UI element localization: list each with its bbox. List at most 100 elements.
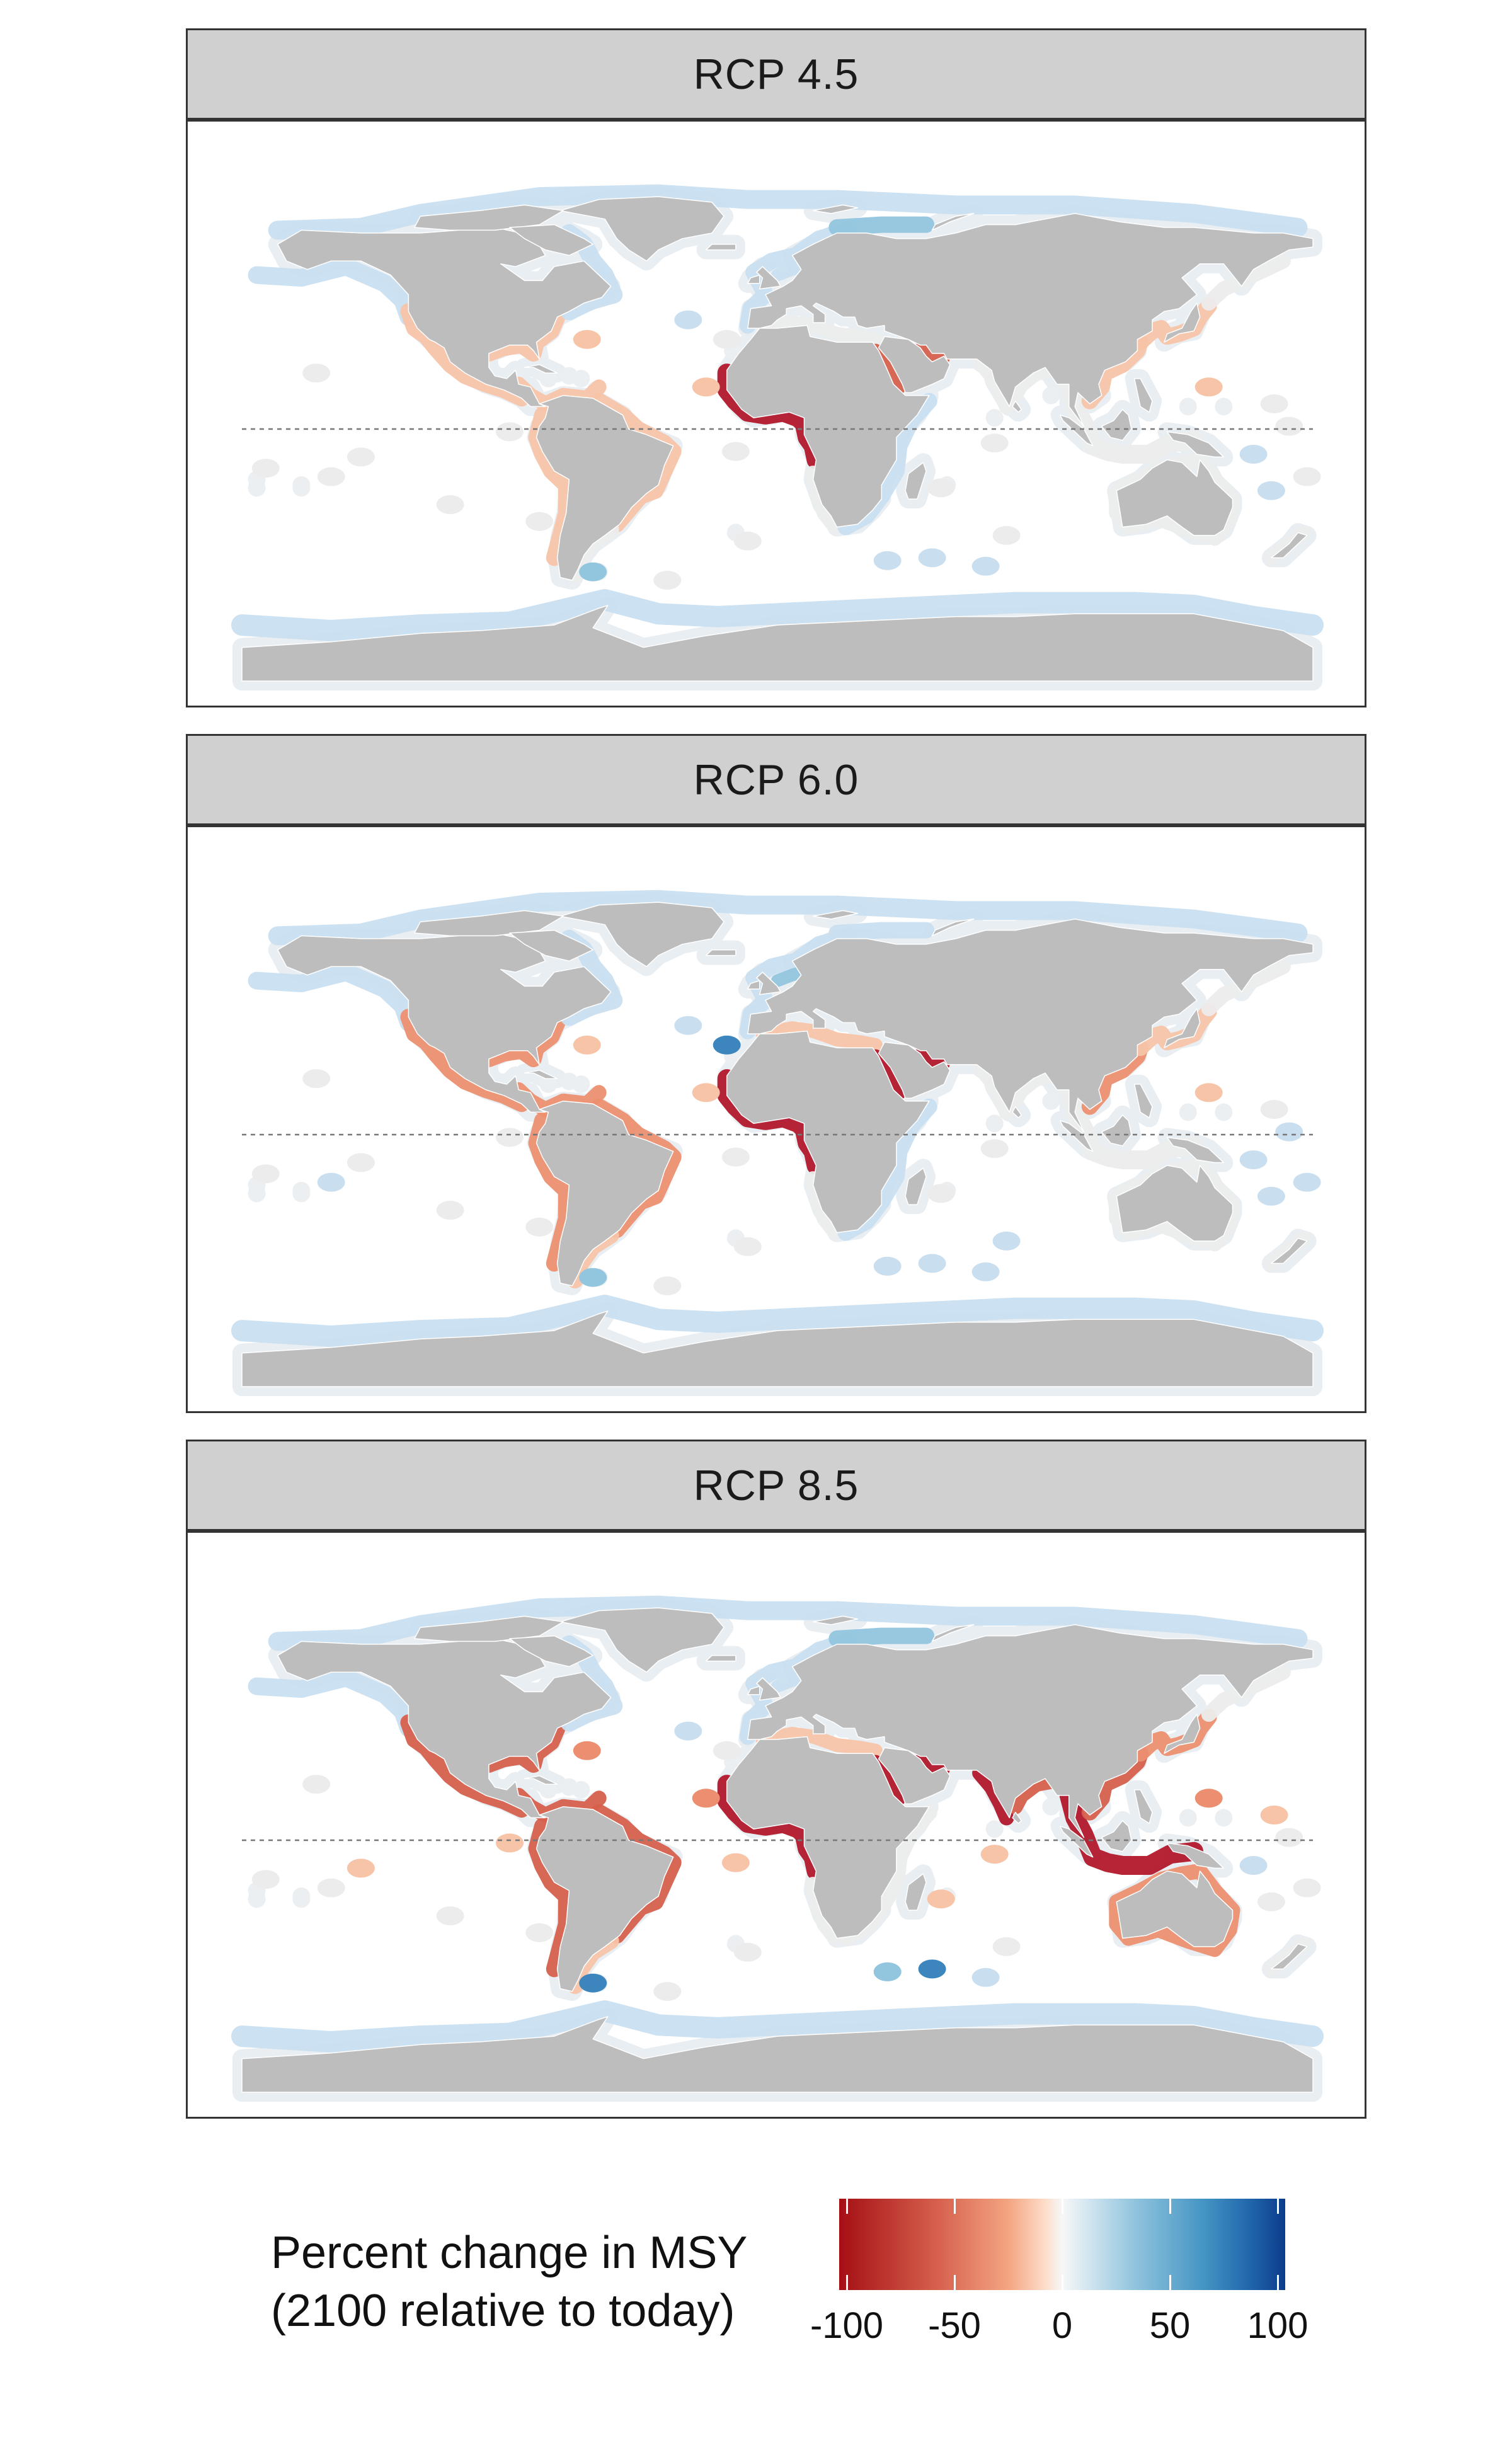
msy-band-arctic-ocean-band: [268, 890, 1308, 946]
legend-tick-mark: [846, 2199, 848, 2214]
msy-band-india-east-coast: [1007, 362, 1059, 403]
island-halo: [539, 1781, 558, 1799]
msy-band-barents-sea-band: [828, 216, 935, 236]
msy-hotspot: [251, 1870, 280, 1889]
legend-tick-label: 0: [1051, 2305, 1073, 2346]
legend-tick-mark: [1169, 2275, 1171, 2290]
msy-hotspot: [713, 329, 741, 349]
msy-hotspot: [573, 1035, 601, 1055]
island-halo: [248, 479, 266, 497]
msy-hotspot: [971, 556, 1000, 576]
msy-hotspot: [436, 495, 464, 514]
msy-hotspot: [927, 478, 955, 498]
msy-hotspot: [579, 1973, 607, 1993]
island-halo: [572, 1075, 590, 1093]
msy-hotspot: [436, 1201, 464, 1220]
msy-hotspot: [317, 1172, 345, 1192]
msy-hotspot: [721, 1853, 750, 1872]
msy-hotspot: [496, 1128, 524, 1147]
msy-hotspot: [733, 1237, 762, 1256]
land-new-guinea: [1166, 1842, 1225, 1869]
land-greenland: [559, 902, 724, 968]
map-frame: [186, 1533, 1366, 2119]
msy-hotspot: [1239, 1150, 1268, 1169]
land-new-guinea: [1166, 1137, 1225, 1164]
msy-band-north-pacific-band: [248, 258, 418, 326]
msy-hotspot: [873, 551, 902, 570]
island-halo: [572, 1781, 590, 1799]
land-canadian-arctic-islands: [414, 204, 564, 231]
world-map: [231, 1595, 1324, 2102]
land-madagascar: [905, 1873, 927, 1911]
land-canadian-arctic-islands: [414, 910, 564, 937]
island-halo: [1215, 1809, 1233, 1827]
land-sri-lanka: [1012, 1811, 1022, 1824]
land-novaya-zemlya: [931, 213, 975, 231]
msy-hotspot: [980, 433, 1009, 453]
msy-hotspot: [992, 1937, 1021, 1956]
msy-hotspot: [713, 1035, 741, 1055]
land-ireland: [747, 274, 760, 284]
land-north-america: [277, 227, 612, 408]
land-baffin-island: [509, 1635, 593, 1668]
legend-tick-mark: [954, 2275, 956, 2290]
msy-hotspot: [1257, 1186, 1285, 1206]
land-south-america: [536, 394, 674, 581]
island-halo: [985, 1820, 1004, 1838]
island-halo: [248, 1184, 266, 1203]
land-arabian-peninsula: [878, 1747, 951, 1804]
land-antarctica: [241, 605, 1314, 682]
msy-hotspot: [1293, 1172, 1321, 1192]
msy-hotspot: [496, 1833, 524, 1853]
msy-hotspot: [692, 1083, 720, 1102]
land-sri-lanka: [1012, 400, 1022, 413]
island-halo: [1042, 1797, 1060, 1816]
island-halo: [1215, 1103, 1233, 1121]
msy-hotspot: [873, 1962, 902, 1981]
msy-hotspot: [579, 1268, 607, 1287]
land-south-america: [536, 1100, 674, 1286]
land-sumatra: [1059, 1826, 1094, 1858]
land-borneo: [1101, 1114, 1132, 1147]
legend-tick-label: -50: [928, 2305, 981, 2346]
msy-hotspot: [1194, 377, 1223, 397]
legend-tick-mark: [1062, 2275, 1063, 2290]
legend-tick-mark: [1169, 2199, 1171, 2214]
msy-hotspot: [1275, 416, 1303, 436]
msy-hotspot: [1239, 1856, 1268, 1875]
color-legend: Percent change in MSY (2100 relative to …: [265, 2199, 1336, 2388]
land-baffin-island: [509, 929, 593, 962]
island-halo: [1179, 398, 1197, 416]
msy-hotspot: [980, 1845, 1009, 1864]
land-arabian-peninsula: [878, 1041, 951, 1099]
msy-hotspot: [1257, 1892, 1285, 1911]
msy-band-arctic-ocean-band: [268, 1595, 1308, 1651]
island-halo: [1179, 1103, 1197, 1121]
island-halo: [1215, 398, 1233, 416]
land-new-zealand: [1271, 1943, 1308, 1970]
land-eurasia: [747, 213, 1314, 427]
land-new-zealand: [1271, 532, 1308, 559]
msy-hotspot: [992, 1231, 1021, 1251]
msy-band-european-atlantic: [739, 927, 857, 1040]
msy-hotspot: [1260, 1100, 1288, 1119]
msy-hotspot: [302, 1069, 331, 1089]
msy-band-southern-ocean-band: [231, 589, 1324, 641]
msy-band-north-pacific-band: [248, 963, 418, 1032]
msy-hotspot: [1194, 1083, 1223, 1102]
msy-hotspot: [971, 1262, 1000, 1281]
msy-hotspot: [674, 310, 702, 329]
msy-band-arctic-ocean-band: [268, 184, 1308, 240]
msy-hotspot: [721, 442, 750, 461]
land-antarctica: [241, 1310, 1314, 1387]
msy-band-southern-ocean-band: [231, 2000, 1324, 2053]
land-sumatra: [1059, 1120, 1094, 1152]
land-australia: [1116, 1165, 1234, 1242]
msy-hotspot: [1257, 481, 1285, 500]
land-africa: [726, 1736, 930, 1939]
land-japan: [1164, 1008, 1201, 1048]
msy-hotspot: [346, 447, 375, 467]
island-halo: [539, 370, 558, 387]
island-halo: [985, 1114, 1004, 1133]
panel-title: RCP 6.0: [693, 755, 859, 804]
